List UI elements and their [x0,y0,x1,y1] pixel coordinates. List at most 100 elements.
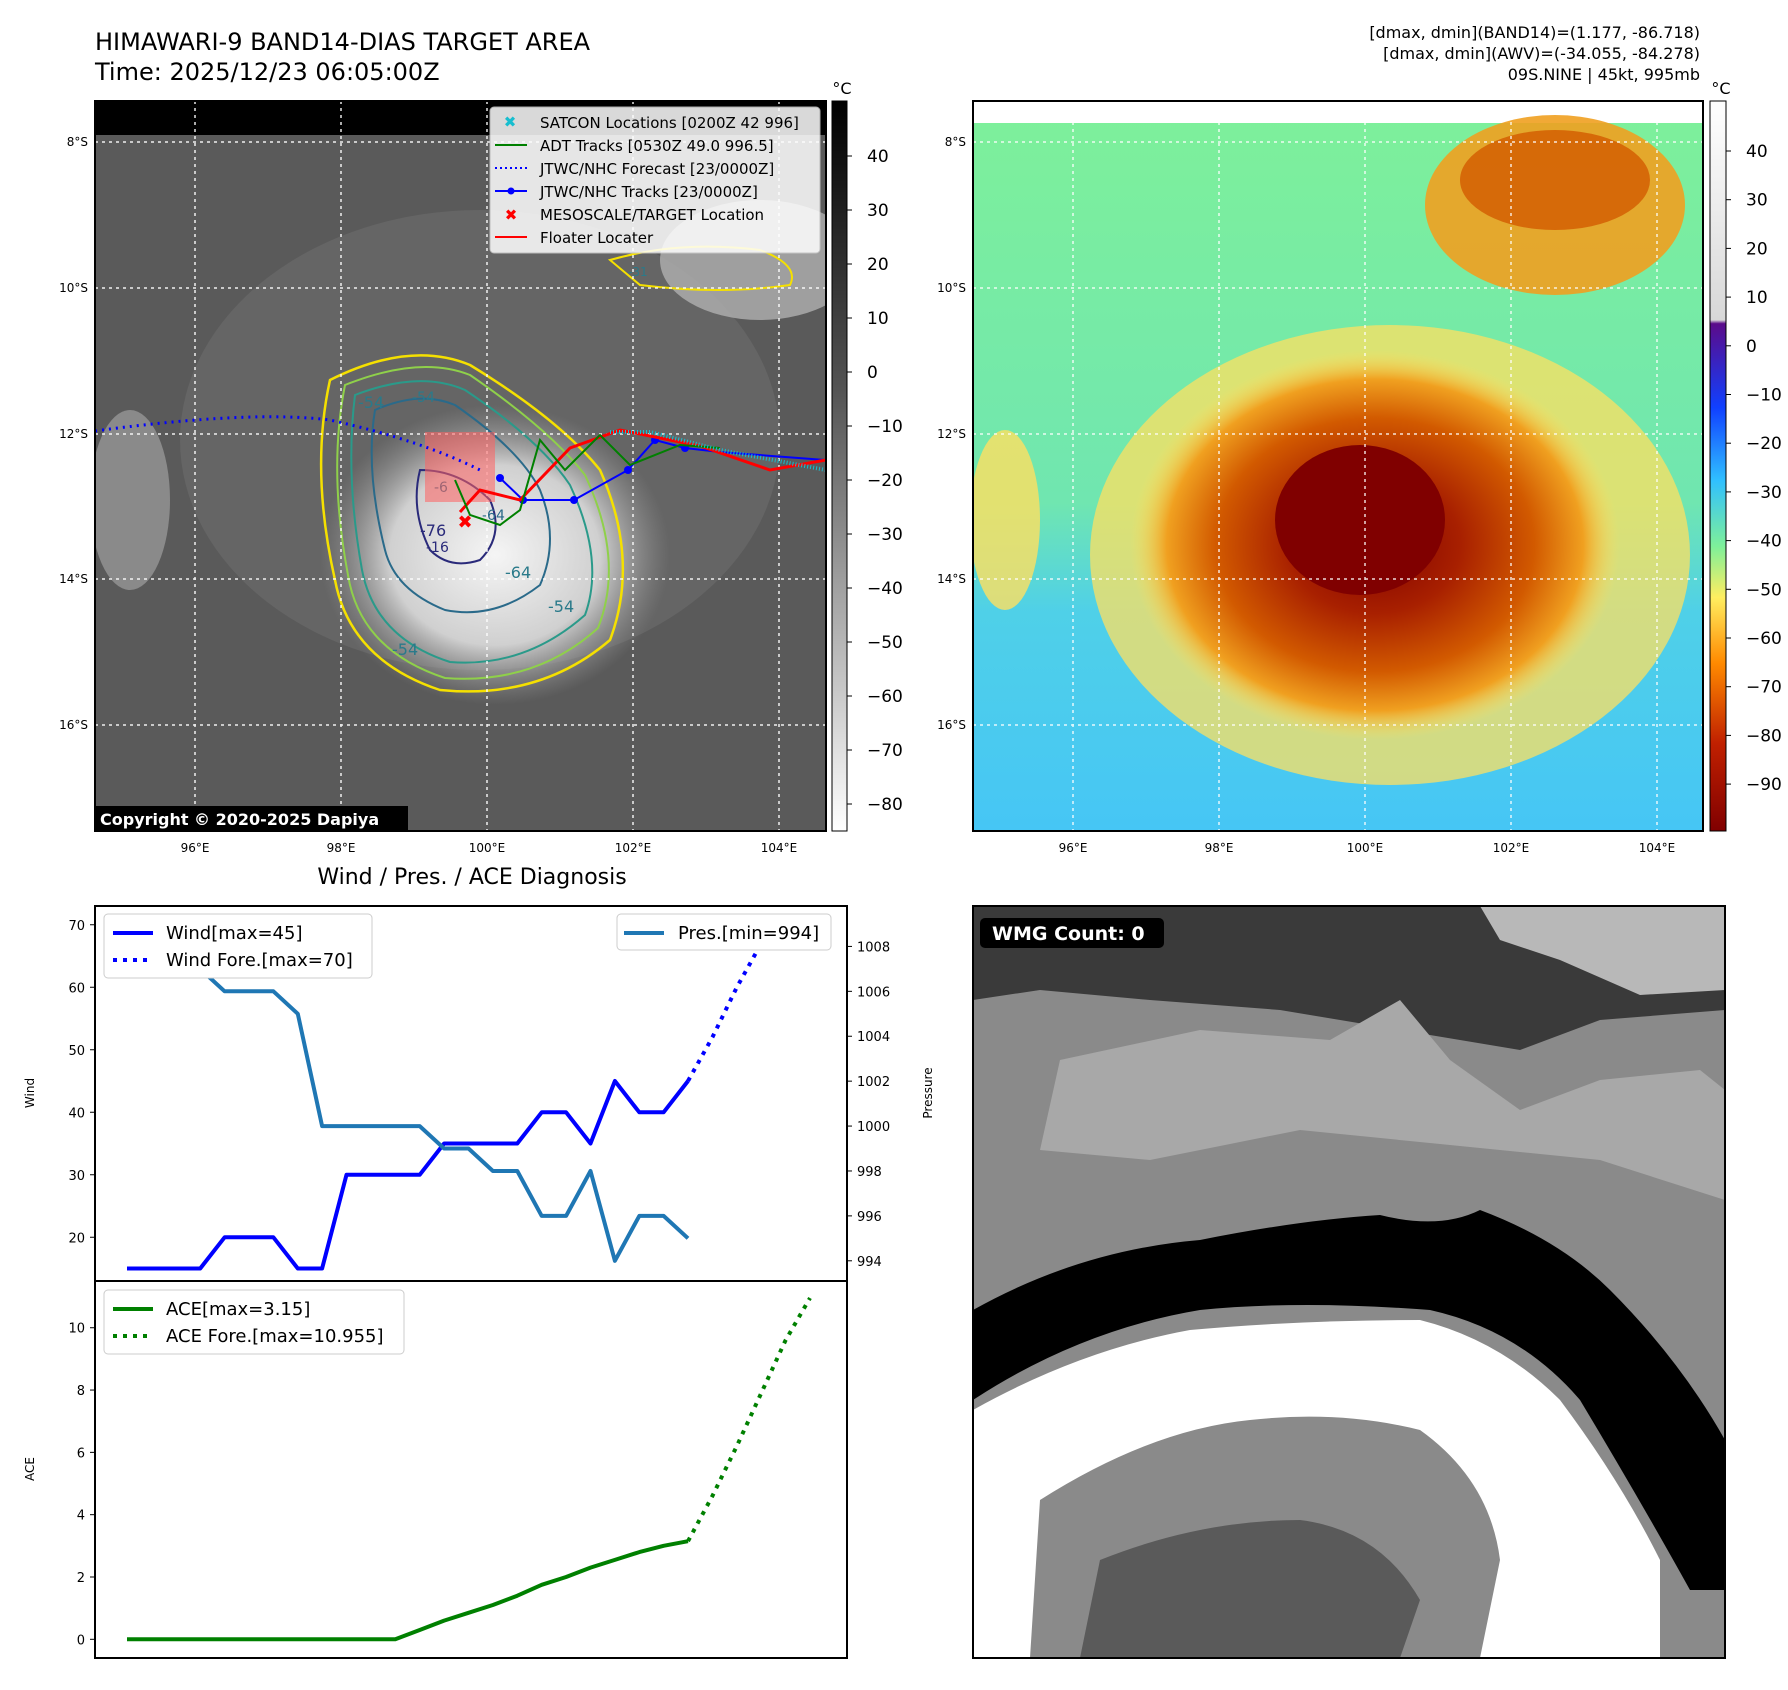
ir-colorbar-tick-label: 0 [867,363,878,383]
color-colorbar: °C 40 30 20 10 0 −10 −20 −30 −40 −50 −60 −70 −80 −90 [1709,79,1782,832]
legend-label: Floater Locater [540,229,654,247]
ace-legend: ACE[max=3.15] ACE Fore.[max=10.955] [103,1289,405,1355]
pressure-axis-tick-label: 1000 [857,1120,890,1135]
ir-colorbar-unit: °C [832,79,851,98]
legend-label: Pres.[min=994] [678,923,819,944]
info-line-3: 09S.NINE | 45kt, 995mb [1508,65,1700,84]
diagnosis-title: Wind / Pres. / ACE Diagnosis [317,865,626,890]
wind-axis-tick-label: 60 [68,981,85,996]
color-colorbar-tick-label: 30 [1746,191,1768,211]
contour-label: -54 [358,393,384,412]
lon-label: 96°E [181,841,210,855]
pressure-axis-tick-label: 996 [857,1210,882,1225]
info-line-1: [dmax, dmin](BAND14)=(1.177, -86.718) [1369,23,1700,42]
lat-label: 16°S [937,718,966,732]
wind-pressure-chart: Wind / Pres. / ACE Diagnosis Wind Pressu… [23,865,935,1282]
lat-label: 10°S [59,281,88,295]
color-colorbar-tick-label: −10 [1746,386,1782,406]
contour-yellow [319,354,625,693]
lat-label: 8°S [67,135,88,149]
lat-label: 14°S [59,572,88,586]
jtwc-forecast-track [95,415,481,472]
color-cloud-w [973,430,1040,610]
ir-colorbar-tick-label: −10 [867,417,903,437]
wmg-panel: WMG Count: 0 [972,905,1726,1659]
target-marker-icon: ✖ [457,512,472,533]
wmg-count-box [980,918,1164,948]
pressure-axis-tick-label: 998 [857,1165,882,1180]
ace-axis-tick-label: 6 [77,1446,85,1461]
ir-storm-core [320,405,670,705]
copyright-text: Copyright © 2020-2025 Dapiya [100,810,379,829]
lat-label: 14°S [937,572,966,586]
wind-legend: Wind[max=45] Wind Fore.[max=70] [103,913,373,979]
wmg-black-ring [973,1210,1725,1590]
pressure-axis-tick-label: 1008 [857,940,890,955]
ace-axis-tick-label: 4 [77,1509,85,1524]
lon-label: 96°E [1059,841,1088,855]
color-gridlines [973,101,1703,831]
color-map-frame [972,100,1704,832]
color-top-band [973,101,1703,123]
color-map-panel: 8°S 10°S 12°S 14°S 16°S 96°E 98°E 100°E … [937,100,1704,855]
wind-axis-label: Wind [23,1078,37,1108]
color-colorbar-tick-label: 40 [1746,142,1768,162]
ace-axis-tick-label: 2 [77,1571,85,1586]
lon-label: 98°E [327,841,356,855]
lon-label: 104°E [1639,841,1676,855]
map-legend: ✖ SATCON Locations [0200Z 42 996] ADT Tr… [489,106,821,254]
ir-colorbar-tick-label: −80 [867,795,903,815]
contour-green [336,366,610,680]
color-colorbar-tick-label: −50 [1746,580,1782,600]
ir-colorbar-tick-label: 30 [867,201,889,221]
ir-cloud-w [95,410,170,590]
wind-axis-tick-label: 70 [68,919,85,934]
info-line-2: [dmax, dmin](AWV)=(-34.055, -84.278) [1383,44,1700,63]
wmg-count-label: WMG Count: 0 [992,923,1145,945]
adt-track [454,433,721,527]
lat-label: 8°S [945,135,966,149]
legend-label: Wind Fore.[max=70] [166,950,353,971]
legend-label: JTWC/NHC Tracks [23/0000Z] [539,183,758,201]
ace-forecast-line [686,1296,812,1543]
ace-axis-tick-label: 10 [68,1322,85,1337]
color-colorbar-tick-label: 0 [1746,337,1757,357]
color-colorbar-tick-label: −90 [1746,775,1782,795]
legend-label: Wind[max=45] [166,923,303,944]
copyright-box [95,806,408,831]
legend-label: ACE[max=3.15] [166,1299,310,1320]
ir-colorbar: °C 40 30 20 10 0 −10 −20 −30 −40 −50 −60 −70 −80 [831,79,903,832]
lat-label: 16°S [59,718,88,732]
ir-colorbar-tick-label: −60 [867,687,903,707]
color-colorbar-tick-label: −80 [1746,726,1782,746]
ir-colorbar-tick-label: 40 [867,147,889,167]
lon-label: 104°E [761,841,798,855]
pressure-axis-tick-label: 994 [857,1255,882,1270]
contour-label: -64 [482,508,505,524]
pressure-line [127,922,690,1263]
ir-map-frame [94,100,827,832]
ir-map-panel: -54 -64 -76 -54 -64 -54 -54 -6 -16 -31 [59,100,827,855]
ace-chart: ACE 0 2 4 6 8 10 ACE[max=3.15] ACE Fore.[max=… [23,1280,848,1659]
wind-line [127,1079,690,1271]
pressure-axis-label: Pressure [921,1067,935,1118]
legend-label: SATCON Locations [0200Z 42 996] [540,114,799,132]
color-cloud-ne-core [1460,130,1650,230]
contour-label: -54 [412,390,435,406]
ace-axis-tick-label: 8 [77,1384,85,1399]
lat-label: 12°S [937,427,966,441]
wind-axis-tick-label: 40 [68,1106,85,1121]
ir-colorbar-tick-label: 20 [867,255,889,275]
lon-label: 102°E [615,841,652,855]
lat-label: 10°S [937,281,966,295]
ir-colorbar-tick-label: −20 [867,471,903,491]
contour-label: -54 [548,597,574,616]
ir-colorbar-tick-label: −50 [867,633,903,653]
target-legend-icon: ✖ [505,206,518,224]
figure-time: Time: 2025/12/23 06:05:00Z [94,58,440,86]
lon-label: 102°E [1493,841,1530,855]
ir-colorbar-tick-label: 10 [867,309,889,329]
pressure-axis-tick-label: 1006 [857,985,890,1000]
wind-axis-tick-label: 20 [68,1231,85,1246]
contour-label: -64 [505,563,531,582]
